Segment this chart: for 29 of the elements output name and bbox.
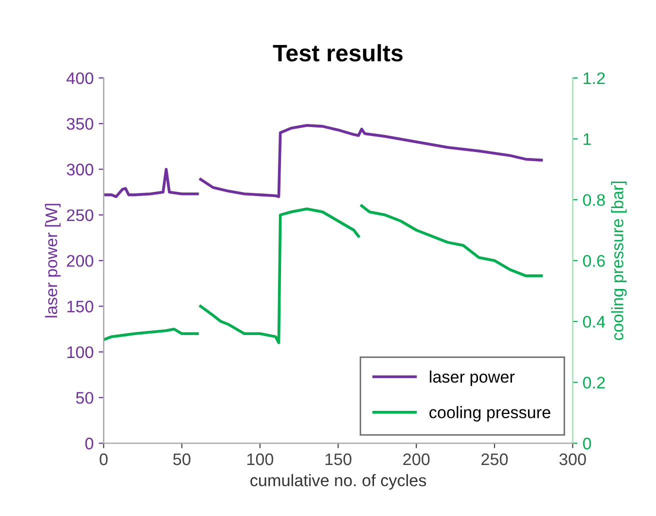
legend-label: laser power: [430, 370, 515, 386]
y-tick-label: 200: [66, 254, 94, 267]
y-tick-label: 100: [67, 346, 94, 358]
y-tick-label: 400: [66, 72, 94, 84]
x-tick-label: 100: [247, 453, 274, 466]
y2-tick-label: 0.2: [583, 376, 605, 389]
x-tick-label: 250: [481, 453, 508, 466]
x-tick-label: 150: [326, 453, 352, 466]
x-tick-label: 50: [173, 453, 190, 466]
legend-label: cooling pressure: [429, 406, 550, 422]
y2-tick-label: 0: [583, 438, 592, 450]
y2-axis-title: cooling pressure [bar]: [611, 182, 627, 340]
y-tick-label: 50: [76, 392, 94, 404]
x-tick-label: 0: [100, 453, 108, 466]
y2-tick-label: 0.4: [583, 316, 606, 328]
y2-tick-label: 0.6: [583, 254, 605, 267]
x-tick-label: 200: [403, 453, 430, 466]
y-tick-label: 300: [66, 164, 94, 176]
y2-tick-label: 1.2: [584, 72, 605, 84]
x-tick-label: 300: [559, 453, 586, 466]
chart-title: Test results: [273, 44, 403, 62]
y2-tick-label: 0.8: [583, 194, 605, 206]
y-axis-title: laser power [W]: [45, 204, 61, 318]
y-tick-label: 350: [66, 118, 94, 130]
y2-tick-label: 1: [584, 133, 591, 145]
y-tick-label: 250: [66, 209, 94, 222]
x-axis-title: cumulative no. of cycles: [250, 474, 426, 490]
y-tick-label: 0: [85, 438, 94, 450]
y-tick-label: 150: [67, 300, 94, 312]
